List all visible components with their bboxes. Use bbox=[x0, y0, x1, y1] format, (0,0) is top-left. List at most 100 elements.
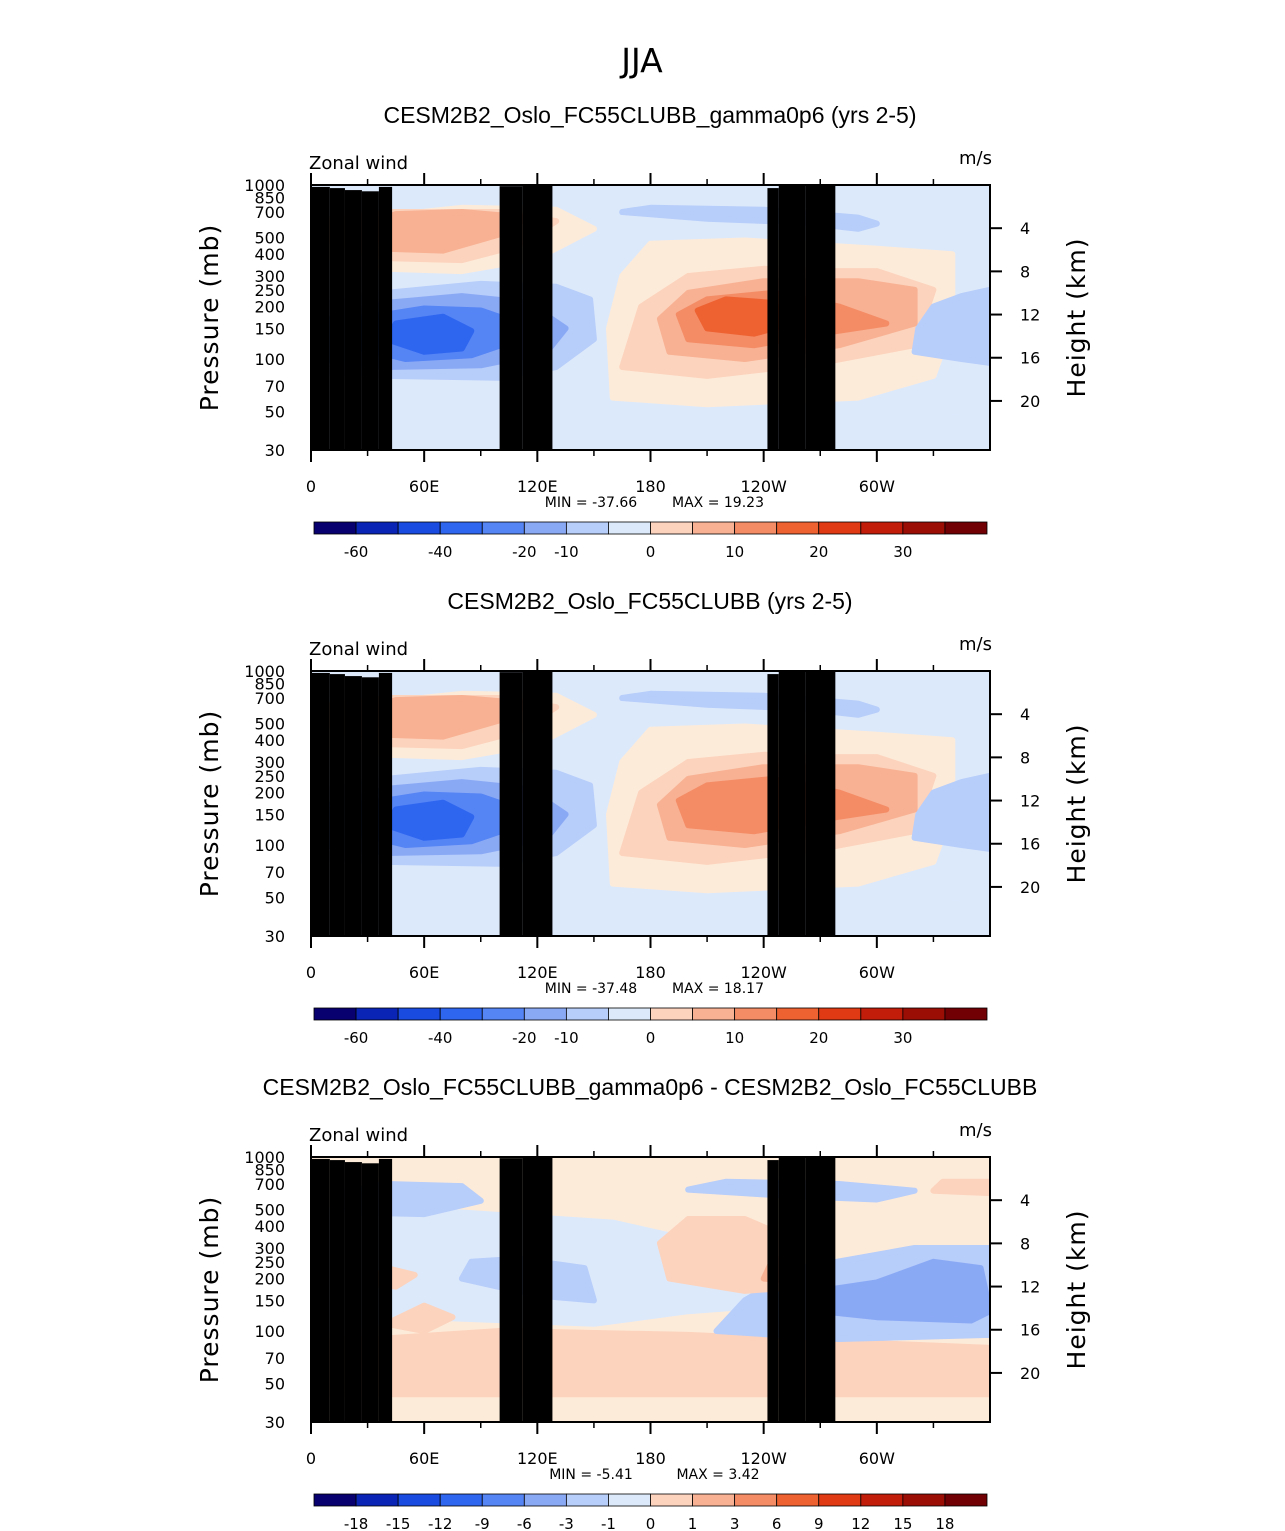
colorbar-box bbox=[313, 1007, 357, 1021]
y-tick-label: 50 bbox=[265, 402, 285, 421]
y-tick-label: 700 bbox=[254, 689, 285, 708]
x-tick-label: 60E bbox=[409, 477, 439, 496]
max-label: MAX = 3.42 bbox=[676, 1467, 759, 1483]
units-label: m/s bbox=[959, 1120, 992, 1141]
colorbar-box bbox=[692, 1007, 736, 1021]
x-tick-label: 120E bbox=[517, 477, 558, 496]
colorbar-label: 18 bbox=[935, 1515, 954, 1531]
colorbar-box bbox=[734, 521, 778, 535]
colorbar-label: -18 bbox=[344, 1515, 369, 1531]
colorbar-box bbox=[860, 1007, 904, 1021]
y-tick-label: 70 bbox=[265, 863, 285, 882]
y-tick-label: 100 bbox=[254, 1322, 285, 1341]
x-tick-label: 180 bbox=[635, 963, 666, 982]
y-axis-label: Pressure (mb) bbox=[195, 710, 224, 897]
contour-region bbox=[383, 799, 475, 841]
x-tick-label: 120W bbox=[740, 963, 787, 982]
y-tick-label: 700 bbox=[254, 1175, 285, 1194]
chart-panel-1: CESM2B2_Oslo_FC55CLUBB_gamma0p6 (yrs 2-5… bbox=[195, 102, 1091, 561]
contour-field bbox=[311, 671, 990, 936]
colorbar: -18 -15 -12 -9 -6 -3 -1 0 1 3 6 9 12 15 18 bbox=[313, 1493, 988, 1531]
x-tick-label: 120E bbox=[517, 963, 558, 982]
panel-title: CESM2B2_Oslo_FC55CLUBB_gamma0p6 - CESM2B… bbox=[263, 1074, 1038, 1100]
variable-label: Zonal wind bbox=[309, 1125, 408, 1146]
colorbar-box bbox=[481, 1007, 525, 1021]
colorbar-label: 10 bbox=[725, 1029, 744, 1047]
y-tick-label: 200 bbox=[254, 784, 285, 803]
colorbar-box bbox=[650, 1493, 693, 1507]
topography bbox=[311, 1158, 330, 1422]
colorbar-box bbox=[776, 521, 820, 535]
y-tick-label: 30 bbox=[265, 441, 285, 460]
colorbar-box bbox=[818, 1007, 862, 1021]
topography bbox=[361, 1163, 379, 1422]
colorbar-label: 3 bbox=[730, 1515, 740, 1531]
colorbar-box bbox=[650, 1007, 693, 1021]
colorbar-box bbox=[439, 521, 483, 535]
x-tick-label: 0 bbox=[306, 963, 316, 982]
y-tick-label: 300 bbox=[254, 1239, 285, 1258]
topography bbox=[767, 188, 779, 450]
y-right-tick-label: 20 bbox=[1020, 392, 1040, 411]
colorbar-box bbox=[608, 1007, 651, 1021]
colorbar-label: -40 bbox=[428, 543, 453, 561]
y-right-tick-label: 4 bbox=[1020, 1191, 1030, 1210]
y-axis-label: Pressure (mb) bbox=[195, 224, 224, 411]
y-tick-label: 500 bbox=[254, 714, 285, 733]
chart-panel-2: CESM2B2_Oslo_FC55CLUBB (yrs 2-5) Zonal wi… bbox=[195, 588, 1091, 1047]
units-label: m/s bbox=[959, 634, 992, 655]
colorbar-box bbox=[944, 1493, 988, 1507]
max-label: MAX = 18.17 bbox=[672, 981, 764, 997]
colorbar-box bbox=[439, 1007, 483, 1021]
topography bbox=[767, 1160, 779, 1422]
colorbar-box bbox=[397, 1493, 441, 1507]
colorbar-label: -40 bbox=[428, 1029, 453, 1047]
colorbar-box bbox=[650, 521, 693, 535]
y-tick-label: 50 bbox=[265, 1374, 285, 1393]
y-tick-label: 250 bbox=[254, 767, 285, 786]
y-tick-label: 500 bbox=[254, 1200, 285, 1219]
colorbar-label: 9 bbox=[814, 1515, 824, 1531]
colorbar-box bbox=[565, 521, 609, 535]
max-label: MAX = 19.23 bbox=[672, 495, 764, 511]
colorbar-box bbox=[481, 521, 525, 535]
y-tick-label: 400 bbox=[254, 245, 285, 264]
min-label: MIN = -37.48 bbox=[545, 981, 637, 997]
colorbar-box bbox=[944, 1007, 988, 1021]
contour-region bbox=[383, 1302, 456, 1334]
colorbar-label: -60 bbox=[344, 1029, 369, 1047]
colorbar-label: 15 bbox=[893, 1515, 912, 1531]
colorbar-box bbox=[608, 521, 651, 535]
y-tick-label: 1000 bbox=[244, 176, 285, 195]
topography bbox=[378, 1158, 393, 1422]
colorbar-box bbox=[776, 1493, 820, 1507]
y-right-tick-label: 12 bbox=[1020, 792, 1040, 811]
y-right-tick-label: 12 bbox=[1020, 306, 1040, 325]
y-tick-label: 400 bbox=[254, 1217, 285, 1236]
topography bbox=[361, 191, 379, 450]
contour-region bbox=[930, 1178, 990, 1197]
y-right-tick-label: 20 bbox=[1020, 1364, 1040, 1383]
variable-label: Zonal wind bbox=[309, 639, 408, 660]
colorbar-label: 6 bbox=[772, 1515, 782, 1531]
min-label: MIN = -37.66 bbox=[545, 495, 638, 511]
y-right-tick-label: 16 bbox=[1020, 835, 1040, 854]
y-tick-label: 100 bbox=[254, 836, 285, 855]
topography bbox=[311, 672, 330, 936]
topography bbox=[805, 185, 836, 450]
topography bbox=[522, 671, 553, 936]
chart-panel-3: CESM2B2_Oslo_FC55CLUBB_gamma0p6 - CESM2B… bbox=[195, 1074, 1091, 1531]
y-right-tick-label: 12 bbox=[1020, 1278, 1040, 1297]
contour-region bbox=[311, 1328, 990, 1404]
topography bbox=[344, 1162, 362, 1422]
colorbar-box bbox=[692, 1493, 736, 1507]
y-tick-label: 150 bbox=[254, 1291, 285, 1310]
y-right-axis-label: Height (km) bbox=[1062, 724, 1091, 884]
topography bbox=[778, 185, 806, 450]
y-tick-label: 250 bbox=[254, 281, 285, 300]
colorbar-label: -10 bbox=[554, 543, 579, 561]
colorbar-label: -20 bbox=[512, 543, 537, 561]
colorbar-box bbox=[313, 1493, 357, 1507]
x-tick-label: 0 bbox=[306, 1449, 316, 1468]
topography bbox=[378, 672, 393, 936]
